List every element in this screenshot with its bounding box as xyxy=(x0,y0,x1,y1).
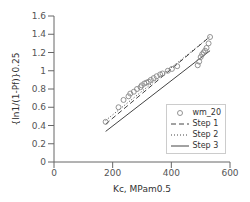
svg-text:0.6: 0.6 xyxy=(32,102,47,112)
svg-text:{ln1/(1-Pf)}0.25: {ln1/(1-Pf)}0.25 xyxy=(11,52,21,125)
svg-text:0: 0 xyxy=(51,168,57,178)
html-text:wm_20: wm_20 xyxy=(192,108,221,117)
svg-text:Kc, MPam0.5: Kc, MPam0.5 xyxy=(113,184,171,194)
html-text:Step 3: Step 3 xyxy=(192,141,219,150)
svg-text:0.8: 0.8 xyxy=(32,84,47,94)
html-text:Step 1: Step 1 xyxy=(192,119,219,128)
svg-text:200: 200 xyxy=(104,168,121,178)
svg-text:1.4: 1.4 xyxy=(32,29,47,39)
svg-text:1.2: 1.2 xyxy=(32,48,46,58)
svg-text:0: 0 xyxy=(40,157,46,167)
svg-text:400: 400 xyxy=(163,168,180,178)
svg-text:600: 600 xyxy=(221,168,238,178)
html-text:Step 2: Step 2 xyxy=(192,130,219,139)
svg-text:1.6: 1.6 xyxy=(32,11,47,21)
svg-text:1: 1 xyxy=(40,66,46,76)
svg-text:0.2: 0.2 xyxy=(32,139,46,149)
svg-text:0.4: 0.4 xyxy=(32,121,47,131)
